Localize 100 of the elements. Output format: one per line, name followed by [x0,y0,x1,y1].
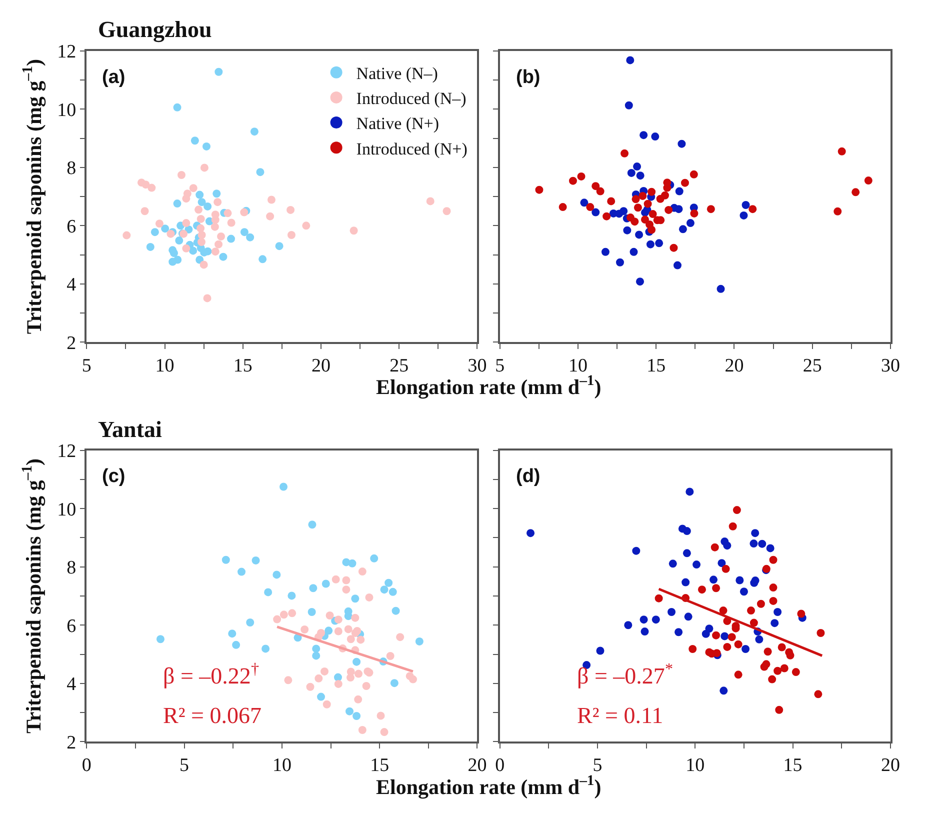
y-tick-label: 4 [66,274,77,296]
point [634,204,642,212]
point [692,560,701,569]
point [376,712,385,720]
x-tick-label: 10 [155,356,174,377]
point [607,197,616,206]
point [258,255,267,264]
point [346,674,354,682]
point [214,68,223,76]
point [224,209,232,218]
point [246,618,254,626]
point [200,260,208,269]
point [173,103,182,112]
point [358,726,366,734]
point [334,616,342,624]
point [267,196,276,204]
point [740,211,748,220]
point [764,648,772,656]
point [122,231,131,240]
point [632,195,640,204]
point [675,187,684,196]
point [592,182,600,190]
point [280,610,288,619]
point [196,190,204,199]
point [390,679,398,688]
point [214,240,223,248]
point [189,246,198,255]
point [723,642,732,651]
point [170,249,178,258]
point [288,592,296,600]
point [217,232,226,240]
point [175,236,184,245]
point [780,664,788,672]
point [577,172,586,180]
point [306,682,314,691]
x-tick-label: 20 [724,356,744,377]
point [688,645,697,654]
point [638,192,647,200]
point [616,258,624,266]
point [351,614,360,622]
point [641,208,649,217]
point [182,194,190,203]
point [816,628,825,637]
point [644,200,652,208]
point [246,233,254,242]
point [362,682,370,690]
point [156,635,164,644]
point [256,168,264,176]
point [728,522,737,530]
x-tick-label: 10 [272,755,292,776]
y-tick-label: 2 [66,332,76,354]
annotation: β = –0.22$^{†}$ [163,661,259,689]
point [392,606,400,615]
point [219,252,228,261]
point [288,609,296,618]
point [354,695,362,704]
point [620,149,629,158]
point [702,630,710,638]
point [334,627,342,636]
point [228,630,236,638]
x-tick-label: 0 [82,755,92,776]
point [200,164,208,172]
point [755,635,764,644]
point [768,675,776,684]
point [252,556,260,564]
point [775,706,784,714]
point [636,278,644,286]
point [766,544,774,552]
point [674,205,683,214]
point [334,680,342,688]
x-tick-label: 5 [82,356,92,377]
point [210,222,219,231]
point [655,239,664,248]
point [356,636,365,644]
point [728,633,736,642]
point [596,646,604,655]
point [194,206,203,214]
point [720,686,728,695]
point [535,186,544,194]
point [197,238,206,246]
point [635,230,644,239]
point [652,616,660,624]
y-tick-label: 10 [57,499,76,520]
point [324,626,333,635]
point [182,219,190,228]
point [640,616,648,624]
x-tick-label: 10 [686,755,705,776]
x-tick-label: 20 [312,356,331,377]
point [415,637,424,646]
point [352,712,361,720]
point [386,652,394,660]
point [774,666,782,675]
point [182,244,190,252]
y-tick-label: 10 [57,100,76,121]
point [716,284,725,293]
point [309,584,318,592]
point [661,191,669,200]
point [682,527,691,536]
point [682,578,690,586]
point [678,140,686,148]
